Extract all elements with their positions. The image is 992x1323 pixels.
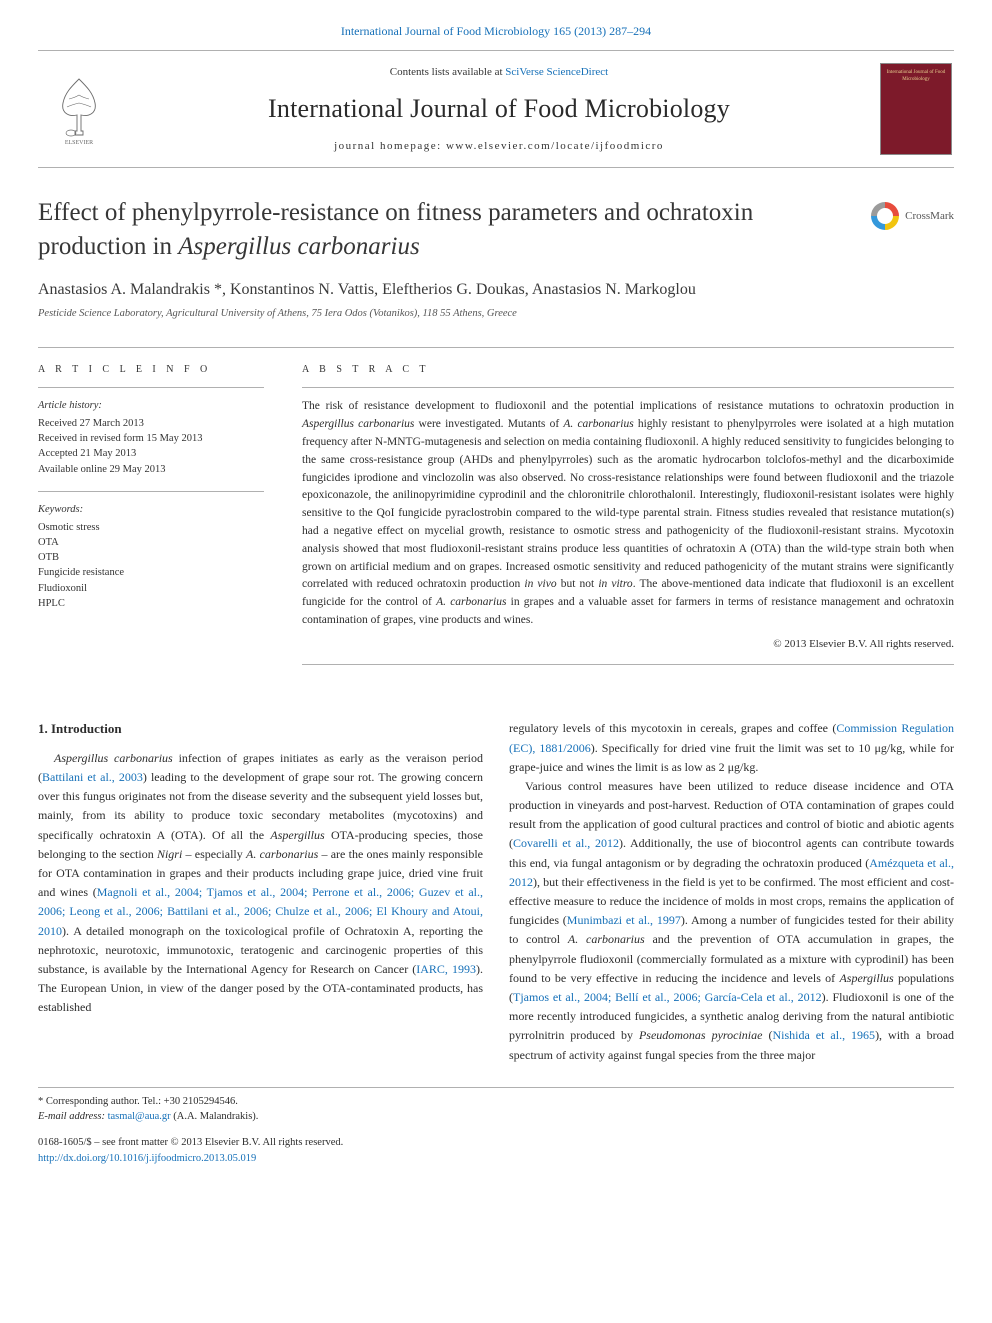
keywords-block: Keywords: Osmotic stress OTA OTB Fungici… (38, 502, 264, 611)
journal-cover-thumb: International Journal of Food Microbiolo… (880, 63, 952, 155)
abstract-label: A B S T R A C T (302, 362, 954, 377)
crossmark-badge[interactable]: CrossMark (871, 202, 954, 230)
keywords-heading: Keywords: (38, 502, 264, 518)
intro-para-1: Aspergillus carbonarius infection of gra… (38, 749, 483, 1018)
sciencedirect-link[interactable]: SciVerse ScienceDirect (505, 66, 608, 78)
intro-para-2: Various control measures have been utili… (509, 777, 954, 1065)
email-label: E-mail address: (38, 1111, 105, 1122)
footer-right-spacer (509, 1094, 954, 1167)
issn-line: 0168-1605/$ – see front matter © 2013 El… (38, 1135, 483, 1151)
citation-header: International Journal of Food Microbiolo… (0, 0, 992, 50)
body-col-left: 1. Introduction Aspergillus carbonarius … (38, 719, 483, 1064)
meta-section: A R T I C L E I N F O Article history: R… (38, 347, 954, 675)
article-head: Effect of phenylpyrrole-resistance on fi… (38, 196, 954, 264)
page-footer: * Corresponding author. Tel.: +30 210529… (38, 1087, 954, 1167)
body-col-right: regulatory levels of this mycotoxin in c… (509, 719, 954, 1064)
abstract-copyright: © 2013 Elsevier B.V. All rights reserved… (302, 636, 954, 653)
corresponding-author-block: * Corresponding author. Tel.: +30 210529… (38, 1094, 483, 1167)
side-separator (38, 387, 264, 388)
intro-para-cont: regulatory levels of this mycotoxin in c… (509, 719, 954, 777)
affiliation: Pesticide Science Laboratory, Agricultur… (38, 306, 954, 322)
body-columns: 1. Introduction Aspergillus carbonarius … (38, 719, 954, 1064)
email-suffix: (A.A. Malandrakis). (171, 1111, 259, 1122)
email-line: E-mail address: tasmal@aua.gr (A.A. Mala… (38, 1109, 483, 1125)
journal-title: International Journal of Food Microbiolo… (130, 89, 868, 128)
side-separator (38, 491, 264, 492)
history-body: Received 27 March 2013 Received in revis… (38, 416, 264, 477)
doi-link[interactable]: http://dx.doi.org/10.1016/j.ijfoodmicro.… (38, 1153, 256, 1164)
article-title: Effect of phenylpyrrole-resistance on fi… (38, 196, 841, 264)
elsevier-tree-icon: ELSEVIER (49, 73, 109, 145)
contents-prefix: Contents lists available at (390, 66, 505, 78)
elsevier-logo: ELSEVIER (40, 65, 118, 153)
journal-banner: ELSEVIER Contents lists available at Sci… (38, 50, 954, 168)
history-block: Article history: Received 27 March 2013 … (38, 398, 264, 477)
article-info-sidebar: A R T I C L E I N F O Article history: R… (38, 348, 274, 675)
abstract-text: The risk of resistance development to fl… (302, 398, 954, 630)
banner-center: Contents lists available at SciVerse Sci… (118, 64, 880, 154)
keywords-body: Osmotic stress OTA OTB Fungicide resista… (38, 520, 264, 611)
citation-link[interactable]: International Journal of Food Microbiolo… (341, 24, 651, 38)
section-1-heading: 1. Introduction (38, 719, 483, 739)
cover-thumb-title: International Journal of Food Microbiolo… (881, 70, 951, 83)
abstract-bottom-rule (302, 664, 954, 665)
author-list: Anastasios A. Malandrakis *, Konstantino… (38, 278, 954, 302)
abstract-col: A B S T R A C T The risk of resistance d… (302, 348, 954, 675)
crossmark-icon (871, 202, 899, 230)
crossmark-label: CrossMark (905, 208, 954, 225)
elsevier-wordmark: ELSEVIER (65, 140, 93, 145)
email-link[interactable]: tasmal@aua.gr (108, 1111, 171, 1122)
history-heading: Article history: (38, 398, 264, 414)
corresponding-author-line: * Corresponding author. Tel.: +30 210529… (38, 1094, 483, 1110)
contents-available-line: Contents lists available at SciVerse Sci… (130, 64, 868, 81)
journal-homepage: journal homepage: www.elsevier.com/locat… (130, 138, 868, 155)
abstract-separator (302, 387, 954, 388)
article-info-label: A R T I C L E I N F O (38, 362, 264, 377)
